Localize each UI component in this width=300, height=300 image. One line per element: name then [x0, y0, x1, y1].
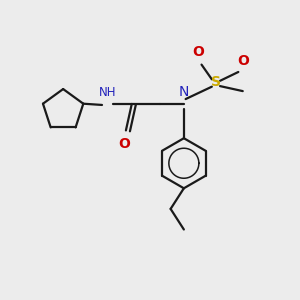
Text: O: O — [193, 45, 205, 59]
Text: O: O — [237, 54, 249, 68]
Text: NH: NH — [99, 86, 116, 99]
Text: S: S — [211, 75, 221, 89]
Text: N: N — [179, 85, 189, 99]
Text: O: O — [118, 137, 130, 151]
